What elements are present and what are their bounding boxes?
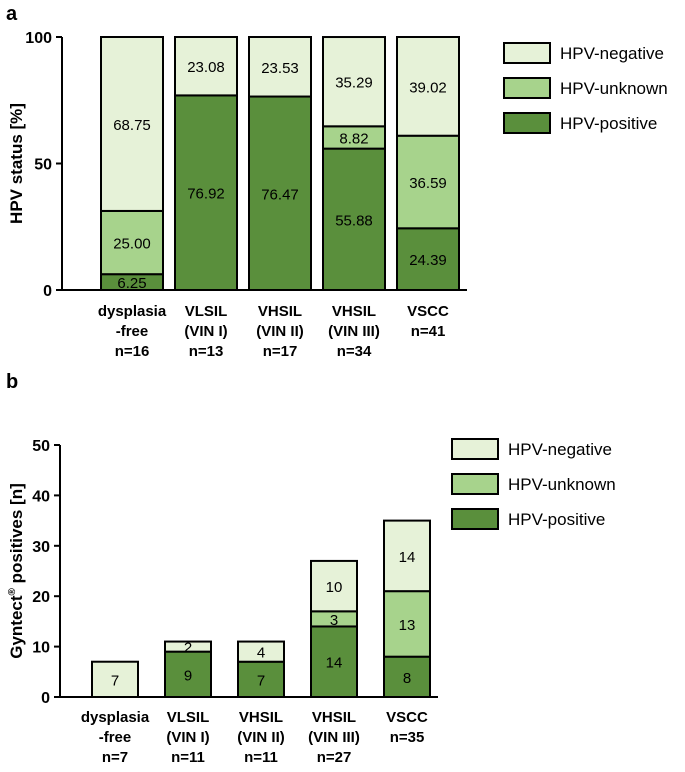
y-tick-label: 0 — [41, 690, 50, 707]
data-label: 68.75 — [113, 117, 151, 134]
legend-swatch-hpv-unknown — [503, 77, 551, 99]
data-label: 8.82 — [339, 130, 368, 147]
legend-swatch-hpv-positive — [451, 508, 499, 530]
category-label: (VIN I) — [166, 729, 209, 746]
data-label: 55.88 — [335, 212, 373, 229]
y-axis-label: Gyntect® positives [n] — [7, 483, 26, 659]
y-tick-label: 50 — [34, 157, 52, 174]
bar-segment-hpv-negative — [237, 640, 285, 663]
bar-segment-hpv-positive — [164, 650, 212, 699]
category-label: (VIN II) — [256, 323, 304, 340]
data-label: 14 — [326, 655, 343, 672]
category-label: n=11 — [244, 749, 278, 766]
data-label: 76.47 — [261, 186, 299, 203]
bar-segment-hpv-negative — [322, 36, 386, 128]
data-label: 2 — [184, 640, 192, 657]
category-label: (VIN II) — [237, 729, 285, 746]
legend-label: HPV-positive — [508, 510, 605, 529]
category-label: n=7 — [102, 749, 128, 766]
legend-swatch-hpv-negative — [451, 438, 499, 460]
bar-segment-hpv-positive — [174, 94, 238, 292]
legend-swatch-hpv-negative — [503, 42, 551, 64]
legend-label: HPV-negative — [508, 440, 612, 459]
legend-swatch-hpv-positive — [503, 112, 551, 134]
panel-label-b: b — [6, 371, 18, 393]
category-label: n=27 — [317, 749, 352, 766]
category-label: (VIN III) — [308, 729, 360, 746]
category-label: (VIN I) — [184, 323, 227, 340]
data-label: 4 — [257, 645, 265, 662]
category-label: dysplasia — [98, 303, 167, 320]
data-label: 9 — [184, 667, 192, 684]
data-label: 8 — [403, 670, 411, 687]
data-label: 25.00 — [113, 236, 151, 253]
y-tick-label: 20 — [32, 589, 50, 606]
category-label: n=35 — [390, 729, 425, 746]
category-label: dysplasia — [81, 709, 150, 726]
category-label: VLSIL — [167, 709, 210, 726]
data-label: 23.08 — [187, 59, 225, 76]
y-tick-label: 10 — [32, 640, 50, 657]
legend-swatch-hpv-unknown — [451, 473, 499, 495]
category-label: n=13 — [189, 343, 224, 360]
legend-label: HPV-negative — [560, 44, 664, 63]
category-label: n=16 — [115, 343, 150, 360]
bar-segment-hpv-negative — [91, 660, 139, 698]
bar-segment-hpv-negative — [383, 519, 431, 593]
category-label: n=17 — [263, 343, 298, 360]
category-label: (VIN III) — [328, 323, 380, 340]
bar-segment-hpv-positive — [237, 660, 285, 698]
y-tick-label: 100 — [25, 30, 52, 47]
data-label: 7 — [111, 672, 119, 689]
data-label: 14 — [399, 549, 416, 566]
bar-segment-hpv-unknown — [396, 134, 460, 230]
legend-label: HPV-positive — [560, 114, 657, 133]
data-label: 7 — [257, 672, 265, 689]
bar-segment-hpv-positive — [248, 95, 312, 291]
y-tick-label: 30 — [32, 539, 50, 556]
data-label: 36.59 — [409, 175, 447, 192]
bar-segment-hpv-negative — [174, 36, 238, 97]
y-tick-label: 50 — [32, 438, 50, 455]
data-label: 6.25 — [117, 275, 146, 292]
category-label: -free — [116, 323, 149, 340]
data-label: 10 — [326, 579, 343, 596]
bar-segment-hpv-negative — [248, 36, 312, 98]
legend-label: HPV-unknown — [508, 475, 616, 494]
category-label: VHSIL — [239, 709, 283, 726]
bar-segment-hpv-unknown — [100, 209, 164, 276]
data-label: 35.29 — [335, 75, 373, 92]
category-label: VHSIL — [258, 303, 302, 320]
category-label: VHSIL — [332, 303, 376, 320]
bar-segment-hpv-unknown — [383, 590, 431, 658]
y-tick-label: 0 — [43, 283, 52, 300]
data-label: 3 — [330, 612, 338, 629]
category-label: VHSIL — [312, 709, 356, 726]
y-axis-label: HPV status [%] — [7, 103, 26, 224]
panel-label-a: a — [6, 3, 18, 25]
category-label: n=11 — [171, 749, 205, 766]
bar-segment-hpv-negative — [164, 640, 212, 653]
category-label: n=34 — [337, 343, 372, 360]
data-label: 39.02 — [409, 79, 447, 96]
bar-segment-hpv-positive — [383, 655, 431, 698]
category-label: VLSIL — [185, 303, 228, 320]
category-label: VSCC — [386, 709, 428, 726]
legend-label: HPV-unknown — [560, 79, 668, 98]
data-label: 23.53 — [261, 60, 299, 77]
category-label: VSCC — [407, 303, 449, 320]
y-tick-label: 40 — [32, 488, 50, 505]
category-label: -free — [99, 729, 132, 746]
data-label: 24.39 — [409, 252, 447, 269]
bar-segment-hpv-negative — [100, 36, 164, 212]
category-label: n=41 — [411, 323, 446, 340]
data-label: 13 — [399, 617, 416, 634]
data-label: 76.92 — [187, 186, 225, 203]
bar-segment-hpv-negative — [310, 559, 358, 613]
bar-segment-hpv-negative — [396, 36, 460, 137]
